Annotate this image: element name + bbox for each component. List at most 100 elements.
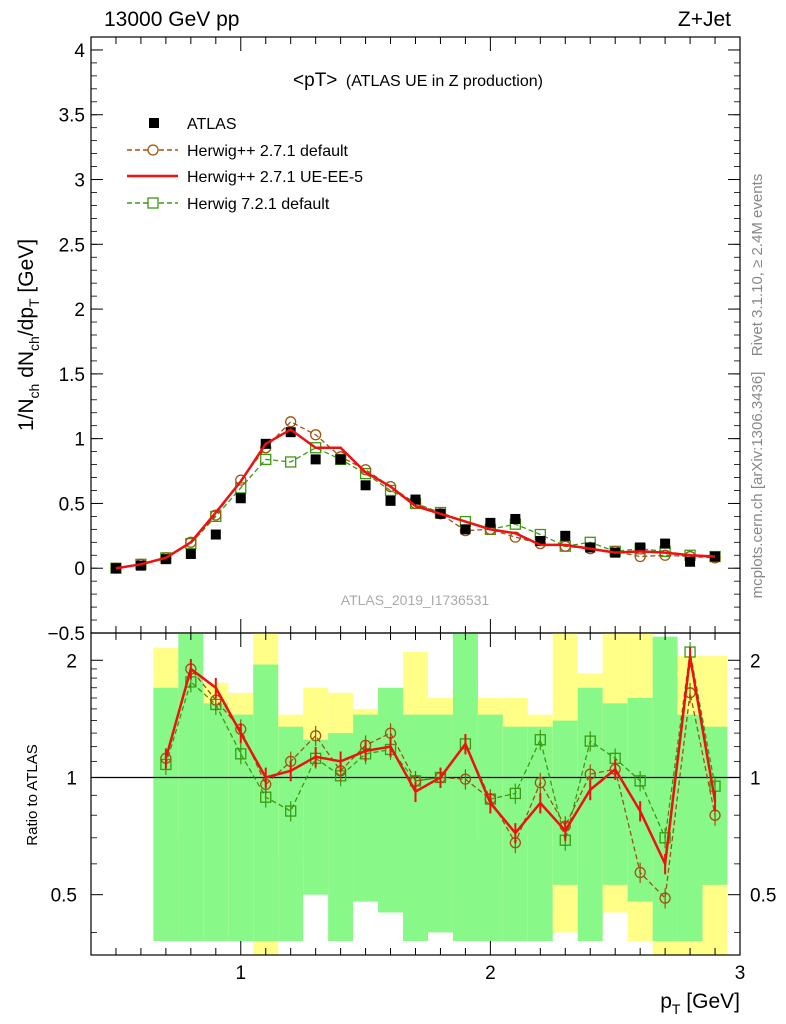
energy-label: 13000 GeV pp <box>104 8 239 31</box>
main-y-tick-label: 2 <box>74 300 85 321</box>
uncertainty-band-green <box>203 703 229 942</box>
data-point-herwig-2-7-1-default <box>384 480 397 493</box>
data-point-herwig-2-7-1-default <box>534 776 546 789</box>
x-tick-label: 1 <box>235 963 246 984</box>
legend-label-herwigpp-default: Herwig++ 2.7.1 default <box>187 143 349 160</box>
data-point-atlas <box>135 560 146 571</box>
data-point-herwig-2-7-1-default <box>285 416 297 428</box>
data-point-herwig-2-7-1-default <box>634 866 646 879</box>
x-axis-label: pT [GeV] <box>660 990 740 1017</box>
main-y-axis-label: 1/Nch dNch/dpT [GeV] <box>15 239 42 431</box>
legend-label-atlas: ATLAS <box>187 116 237 133</box>
mcplots-label: mcplots.cern.ch [arXiv:1306.3436] <box>749 372 766 599</box>
uncertainty-band-green <box>527 726 553 942</box>
legend-item-herwig721: Herwig 7.2.1 default <box>127 196 330 213</box>
main-y-tick-label: 3 <box>74 171 85 192</box>
legend-item-herwigpp-default: Herwig++ 2.7.1 default <box>127 143 349 160</box>
process-label: Z+Jet <box>678 8 731 31</box>
legend-symbol-herwig721 <box>147 197 159 209</box>
data-point-atlas <box>535 536 546 547</box>
uncertainty-band-green <box>427 714 453 933</box>
legend-symbol-herwigpp-default <box>147 144 159 156</box>
legend: ATLAS Herwig++ 2.7.1 default Herwig++ 2.… <box>127 116 363 213</box>
data-point-herwig-7-2-1-default <box>634 775 646 787</box>
series-line-herwig-2-7-1-default <box>165 667 716 900</box>
data-point-herwig-7-2-1-default <box>285 805 297 817</box>
ratio-y-tick-label-right: 1 <box>750 768 761 789</box>
data-point-herwig-2-7-1-default <box>185 536 197 548</box>
data-point-atlas <box>185 548 196 559</box>
data-point-atlas <box>685 556 696 567</box>
ratio-panel: 1 2 3 0.5 0.5 1 1 2 2 Ratio to ATLAS pT [GeV] <box>24 632 776 1017</box>
data-point-herwig-2-7-1-default <box>659 892 671 904</box>
ratio-y-tick-label: 1 <box>66 768 77 789</box>
uncertainty-band-green <box>378 687 404 913</box>
rivet-version-label: Rivet 3.1.10, ≥ 2.4M events <box>749 174 766 357</box>
main-y-tick-label: 1 <box>74 430 85 451</box>
data-point-herwig-7-2-1-default <box>584 735 596 747</box>
data-point-atlas <box>460 524 471 535</box>
legend-item-herwigpp-ueee5: Herwig++ 2.7.1 UE-EE-5 <box>127 169 363 186</box>
legend-item-atlas: ATLAS <box>149 116 237 133</box>
data-point-atlas <box>385 495 396 506</box>
data-point-atlas <box>410 494 421 505</box>
ratio-y-tick-label-right: 2 <box>750 651 761 672</box>
legend-label-herwig721: Herwig 7.2.1 default <box>187 196 330 213</box>
data-point-atlas <box>235 493 246 504</box>
ratio-axes: 1 2 3 0.5 0.5 1 1 2 2 <box>51 633 776 984</box>
ratio-data-layer <box>91 633 740 955</box>
legend-label-herwigpp-ueee5: Herwig++ 2.7.1 UE-EE-5 <box>187 169 363 186</box>
main-y-tick-label: 1.5 <box>59 365 85 386</box>
series-line-herwig-2-7-1-ue-ee-5 <box>115 428 716 570</box>
data-point-herwig-2-7-1-default <box>235 474 247 486</box>
data-point-atlas <box>285 427 296 438</box>
data-point-atlas <box>360 480 371 491</box>
ratio-y-tick-label: 0.5 <box>51 886 77 907</box>
ratio-y-tick-label-right: 0.5 <box>750 886 776 907</box>
data-point-atlas <box>335 454 346 465</box>
data-point-herwig-7-2-1-default <box>359 467 372 480</box>
data-point-atlas <box>510 513 521 524</box>
data-point-herwig-7-2-1-default <box>285 456 297 468</box>
uncertainty-band-green <box>552 720 578 885</box>
main-y-tick-label: 3.5 <box>59 106 85 127</box>
data-point-herwig-7-2-1-default <box>260 453 272 466</box>
data-point-atlas <box>485 517 496 528</box>
data-point-atlas <box>635 542 646 553</box>
main-y-tick-label: 0.5 <box>59 494 85 515</box>
main-y-tick-label: 0 <box>74 559 85 580</box>
uncertainty-band-green <box>477 714 503 942</box>
data-point-herwig-2-7-1-default <box>310 730 322 742</box>
main-panel: −0.5 0 0.5 1 1.5 2 2.5 3 3.5 4 <pT> (ATLAS UE in … <box>15 36 741 645</box>
analysis-watermark: ATLAS_2019_I1736531 <box>341 592 490 608</box>
main-y-tick-label: 2.5 <box>59 235 85 256</box>
uncertainty-band-green <box>577 687 603 942</box>
legend-symbol-atlas <box>149 118 159 128</box>
data-point-atlas <box>160 554 171 565</box>
main-title: <pT> (ATLAS UE in Z production) <box>293 70 543 91</box>
uncertainty-band-green <box>403 714 428 942</box>
data-point-herwig-7-2-1-default <box>509 787 521 800</box>
data-point-herwig-2-7-1-default <box>659 549 671 561</box>
main-data-layer <box>110 416 721 574</box>
ratio-y-tick-label: 2 <box>66 651 77 672</box>
ratio-y-axis-label: Ratio to ATLAS <box>24 744 41 845</box>
data-point-atlas <box>560 530 571 541</box>
data-point-herwig-2-7-1-default <box>359 464 372 476</box>
data-point-atlas <box>585 542 596 553</box>
uncertainty-band-green <box>677 714 703 942</box>
data-point-herwig-7-2-1-default <box>534 734 546 746</box>
data-point-herwig-7-2-1-default <box>659 832 671 844</box>
data-point-herwig-7-2-1-default <box>235 748 247 760</box>
data-point-atlas <box>310 454 321 465</box>
data-point-herwig-2-7-1-default <box>584 768 596 780</box>
x-tick-label: 3 <box>735 963 746 984</box>
data-point-herwig-2-7-1-default <box>310 429 322 441</box>
main-y-tick-label: 4 <box>74 41 85 62</box>
data-point-herwig-7-2-1-default <box>709 780 721 792</box>
main-y-tick-label: −0.5 <box>47 624 85 645</box>
data-point-atlas <box>660 538 671 549</box>
main-axes: −0.5 0 0.5 1 1.5 2 2.5 3 3.5 4 <box>47 36 741 645</box>
data-point-herwig-2-7-1-default <box>459 773 472 785</box>
